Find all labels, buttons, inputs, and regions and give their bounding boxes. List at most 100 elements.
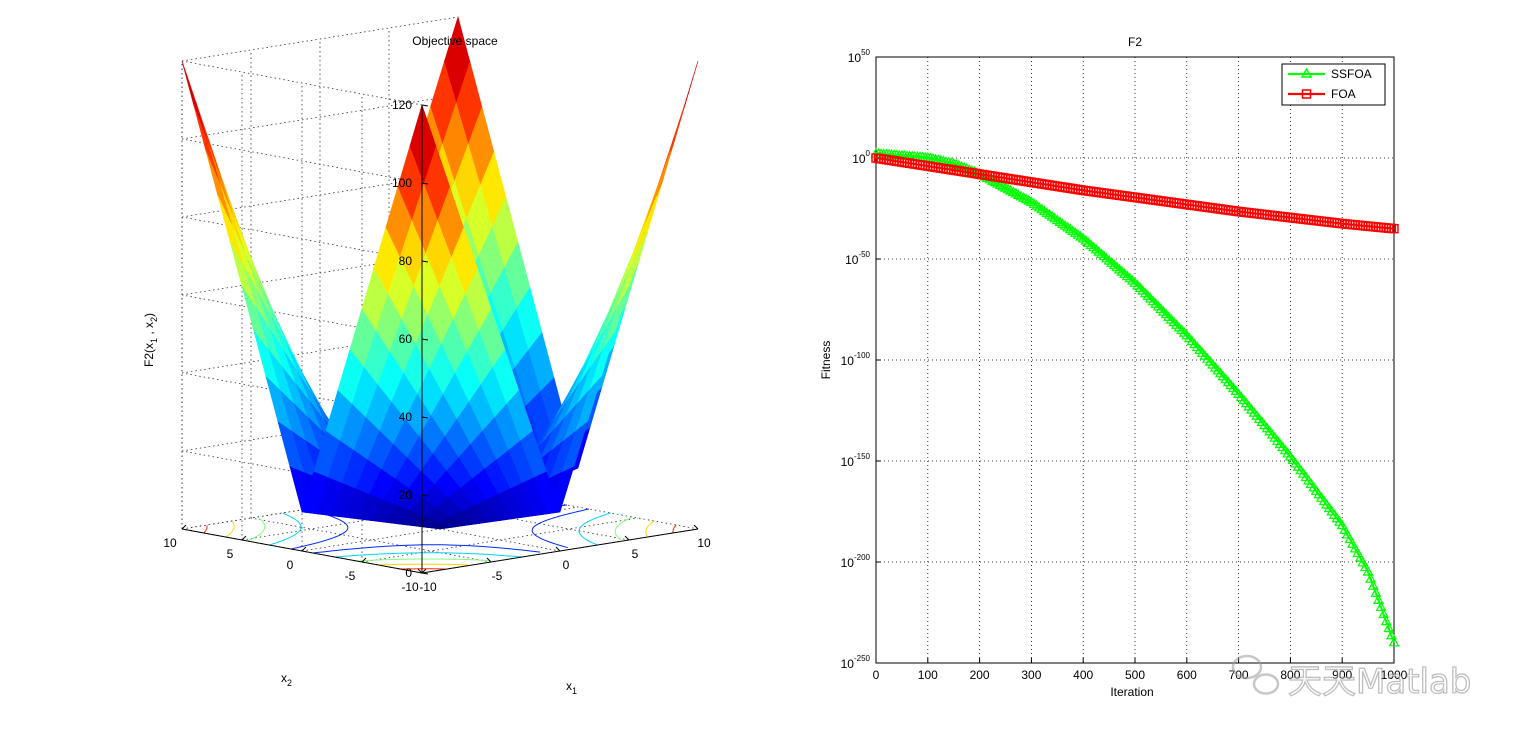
y-tick-labels: 1050 100 10-50 10-100 10-150 10-200 10-250 xyxy=(841,48,871,671)
y-tick-label: 10-50 xyxy=(845,250,870,267)
convergence-plot: 0 100 200 300 400 500 600 700 800 900 1000 1050100… xyxy=(819,35,1408,699)
data-point xyxy=(1012,189,1024,199)
z-tick-mark xyxy=(421,260,429,263)
data-point xyxy=(1056,218,1069,228)
x1-tick-mark xyxy=(486,557,492,563)
contour-line xyxy=(614,516,633,541)
z-gridline xyxy=(181,328,459,374)
z-tick-mark xyxy=(421,182,429,185)
data-point xyxy=(1352,547,1364,558)
x-tick-label: 900 xyxy=(1332,668,1352,682)
data-point xyxy=(950,158,962,169)
legend-foa-label: FOA xyxy=(1331,87,1356,101)
contour-line xyxy=(531,508,590,549)
z-gridline xyxy=(181,94,459,140)
x2-tick-label: -10 xyxy=(401,580,419,594)
data-point xyxy=(1341,528,1353,539)
data-point xyxy=(1359,561,1372,572)
data-point xyxy=(1354,551,1366,562)
data-point xyxy=(953,159,965,170)
x2-axis-label: x2 xyxy=(281,671,292,688)
y-tick-label: 10-250 xyxy=(841,654,871,671)
contour-line xyxy=(378,563,468,566)
legend: SSFOA FOA xyxy=(1281,63,1386,106)
plot-title: F2 xyxy=(1128,35,1142,49)
z-tick-label: 40 xyxy=(399,410,413,424)
data-point xyxy=(1362,565,1374,576)
x1-tick-label: 5 xyxy=(632,547,639,561)
x2-tick-mark xyxy=(361,557,367,563)
x2-tick-label: 0 xyxy=(287,558,294,572)
data-point xyxy=(1018,191,1030,202)
data-point xyxy=(968,165,980,176)
data-point xyxy=(981,172,993,183)
z-tick-label: 60 xyxy=(399,332,413,346)
data-point xyxy=(1041,207,1053,217)
x-tick-labels: 0 100 200 300 400 500 600 700 800 900 1000 xyxy=(873,668,1408,682)
z-tick-label: 120 xyxy=(392,98,412,112)
surface-patch xyxy=(616,241,644,308)
wechat-logo-icon xyxy=(1231,654,1280,695)
data-point xyxy=(1347,538,1359,548)
x-tick-label: 0 xyxy=(873,668,880,682)
data-point xyxy=(992,177,1004,188)
data-point xyxy=(1005,184,1017,195)
data-point xyxy=(1002,183,1014,194)
z-gridline xyxy=(181,16,459,62)
data-point xyxy=(1038,205,1050,216)
plot-grid xyxy=(875,56,1395,664)
z-tick-mark xyxy=(421,338,429,341)
x1-tick-mark xyxy=(555,546,561,552)
data-point xyxy=(1064,223,1076,234)
x1-tick-label: -10 xyxy=(419,580,437,594)
y-tick-label: 1050 xyxy=(848,48,871,65)
z-axis-label: F2(x1 , x2) xyxy=(142,313,159,367)
data-point xyxy=(1069,227,1081,237)
x-tick-label: 300 xyxy=(1021,668,1041,682)
y-tick-label: 10-150 xyxy=(841,452,871,469)
z-tick-labels: 0 20 40 60 80 100 120 xyxy=(392,98,412,580)
surface-axes xyxy=(181,104,699,575)
x-axis-label: Iteration xyxy=(1110,685,1153,699)
y-tick-label: 10-200 xyxy=(841,553,871,570)
z-tick-mark xyxy=(421,104,429,107)
data-point xyxy=(1046,210,1058,221)
data-point xyxy=(1372,594,1384,604)
data-point xyxy=(1051,214,1063,225)
data-point xyxy=(1339,524,1351,534)
x1-tick-mark xyxy=(624,535,630,541)
z-tick-mark xyxy=(421,416,429,419)
contour-line xyxy=(269,512,302,546)
x2-tick-mark xyxy=(181,524,187,530)
floor-gridline xyxy=(361,517,639,563)
surface-patch xyxy=(195,101,222,180)
x1-tick-labels: -10 -5 0 5 10 xyxy=(419,536,711,594)
x1-axis-label: x1 xyxy=(566,679,577,696)
surface-patch xyxy=(193,105,221,185)
z-gridline xyxy=(181,138,423,184)
legend-box xyxy=(1281,63,1386,106)
data-point xyxy=(1044,208,1056,219)
surface-patch xyxy=(409,104,437,184)
x1-tick-mark xyxy=(693,524,699,530)
y-tick-label: 10-100 xyxy=(841,351,871,368)
z-tick-mark xyxy=(421,494,429,497)
x1-tick-label: -5 xyxy=(492,569,503,583)
x2-tick-mark xyxy=(301,546,307,552)
x-tick-label: 1000 xyxy=(1381,668,1408,682)
data-point xyxy=(1054,216,1066,227)
data-point xyxy=(1059,219,1071,230)
x-tick-label: 400 xyxy=(1073,668,1093,682)
data-point xyxy=(1349,542,1361,553)
series-foa xyxy=(871,153,1399,234)
surface-patch xyxy=(658,106,685,185)
y-axis-label: Fitness xyxy=(819,341,833,380)
data-point xyxy=(1357,556,1369,567)
data-point xyxy=(994,179,1006,190)
data-point xyxy=(1033,201,1045,212)
data-point xyxy=(1344,533,1356,544)
x-tick-label: 200 xyxy=(970,668,990,682)
data-point xyxy=(1370,587,1382,597)
